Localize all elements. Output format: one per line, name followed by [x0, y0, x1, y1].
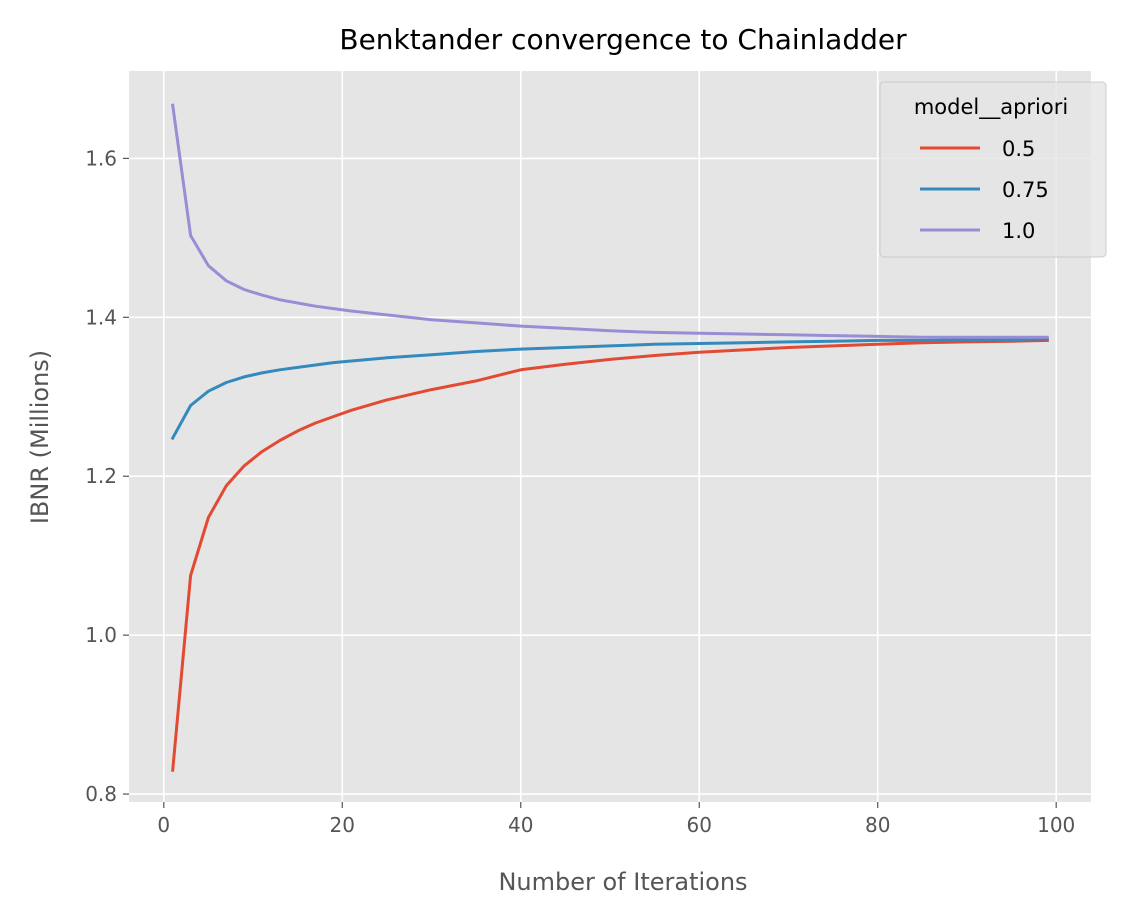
x-tick-label: 40	[508, 813, 533, 837]
x-tick-label: 20	[330, 813, 355, 837]
x-axis-label: Number of Iterations	[498, 868, 747, 896]
y-tick-label: 1.2	[85, 464, 117, 488]
legend-label: 0.75	[1002, 178, 1049, 202]
y-tick-label: 1.0	[85, 623, 117, 647]
y-axis-label: IBNR (Millions)	[26, 350, 54, 524]
x-tick-label: 0	[157, 813, 170, 837]
legend: model__apriori 0.5 0.75 1.0	[879, 81, 1107, 258]
series-line-0.75	[170, 337, 1049, 441]
y-tick-label: 0.8	[85, 782, 117, 806]
legend-entries: 0.5 0.75 1.0	[920, 137, 1049, 243]
legend-box	[879, 81, 1107, 258]
y-tick-label: 1.6	[85, 146, 117, 170]
x-tick-label: 80	[865, 813, 890, 837]
axis-ticks: 0 20 40 60 80 100 0.8 1.0 1.2 1.4 1.6	[85, 146, 1075, 837]
y-tick-label: 1.4	[85, 305, 117, 329]
legend-title: model__apriori	[914, 95, 1068, 120]
x-tick-label: 100	[1037, 813, 1075, 837]
series-line-0.5	[171, 338, 1049, 772]
series-lines	[170, 103, 1049, 772]
chart-title: Benktander convergence to Chainladder	[339, 23, 907, 56]
series-line-1.0	[171, 103, 1049, 339]
legend-label: 1.0	[1002, 219, 1035, 243]
legend-label: 0.5	[1002, 137, 1035, 161]
x-tick-label: 60	[687, 813, 712, 837]
